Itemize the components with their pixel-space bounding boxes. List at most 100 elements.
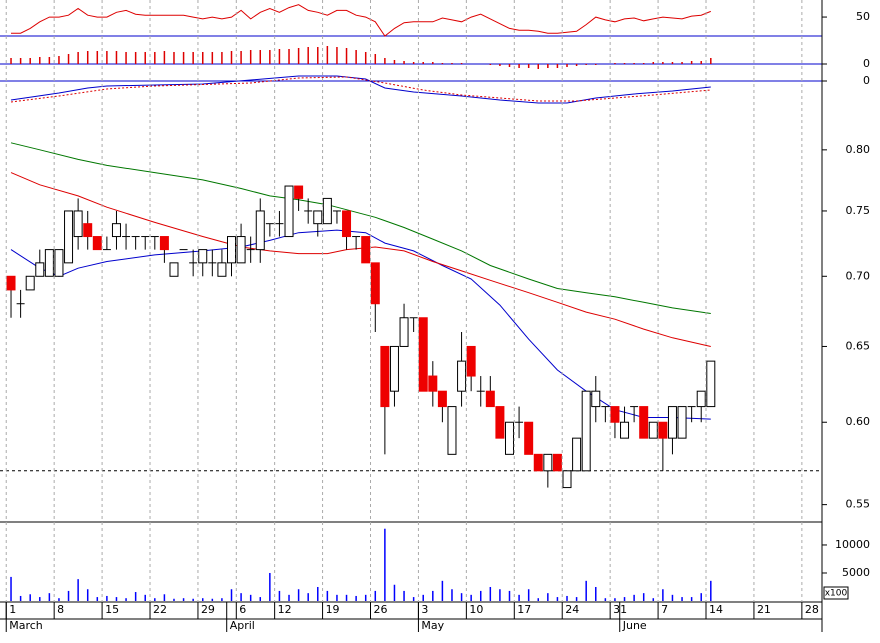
bar [58,56,60,64]
bar [192,52,194,64]
y-tick-label: 0.65 [846,339,871,352]
bar [364,52,367,64]
bar [537,64,540,69]
bar [230,589,233,601]
bar [412,597,415,601]
bar [39,57,41,64]
bar [642,593,645,601]
bar [106,595,108,601]
bar [690,597,693,601]
candle-body [236,236,246,264]
bar [192,598,194,601]
bar [201,598,204,601]
bar [422,594,424,601]
bar [288,594,290,601]
candle-body [227,236,237,264]
x-tick-label: 1 [9,603,16,616]
bar [460,63,463,64]
candle-body [418,317,428,392]
candle-body [457,360,467,392]
candle-body [677,406,687,439]
bar [547,593,549,601]
candle-body [504,421,514,455]
bar [489,586,492,601]
candle-body [706,360,716,408]
bar [681,62,683,64]
line [11,4,711,37]
bar [614,63,616,64]
candle-body [437,390,447,408]
candle-body [581,390,591,472]
bar [364,594,367,601]
bar [144,52,146,64]
bar [297,589,300,601]
month-label: June [622,619,647,632]
candle-body [198,249,208,264]
bar [374,54,377,64]
bar [460,593,463,601]
x-tick-label: 6 [239,603,246,616]
bar [441,63,444,64]
bar [326,46,329,64]
x-tick-label: 28 [805,603,819,616]
line [10,142,711,314]
bar [547,64,549,68]
bar [566,64,568,67]
bar [652,62,655,64]
bar [259,597,262,601]
y-tick-label: 5000 [842,566,870,579]
bar [154,52,156,64]
candle-body [485,390,495,408]
month-label: April [230,619,255,632]
bar [19,595,22,601]
y-tick-label: 0.55 [846,498,871,511]
bar [432,62,434,64]
y-tick-label: 50 [856,10,870,23]
bar [336,47,338,64]
candle-body [696,390,706,408]
bar [652,598,655,601]
candle-body [361,236,371,264]
candle-body [159,236,169,251]
bar [499,64,501,66]
bar [67,54,70,64]
bar [604,598,607,601]
bar [249,594,252,601]
x-tick-label: 26 [373,603,387,616]
candle-body [648,421,658,439]
bar [163,51,166,64]
bar [307,47,309,64]
bar [374,590,377,601]
bar [479,590,482,601]
bar [125,598,127,601]
bar [240,593,242,601]
bar [585,580,587,601]
bar [48,593,51,601]
bar [690,61,693,64]
bar [77,579,79,601]
line [10,229,711,420]
bar [403,61,405,64]
line [10,172,711,347]
bar [173,598,175,601]
candle-body [73,210,83,238]
bar [537,598,540,601]
bar [106,51,108,64]
candle-body [54,249,64,277]
bar [221,52,223,64]
candle-body [389,345,399,392]
bar [393,584,396,601]
bar [355,50,357,64]
candle-body [64,210,74,264]
bar [48,57,51,64]
x-tick-label: 17 [517,603,531,616]
line [10,76,711,103]
candle-body [284,185,294,238]
bar [614,598,616,601]
bar [336,594,338,601]
bar [595,586,597,601]
bar [470,594,472,601]
y-tick-label: 0 [863,74,870,87]
bar [662,62,664,64]
bar [173,52,175,64]
